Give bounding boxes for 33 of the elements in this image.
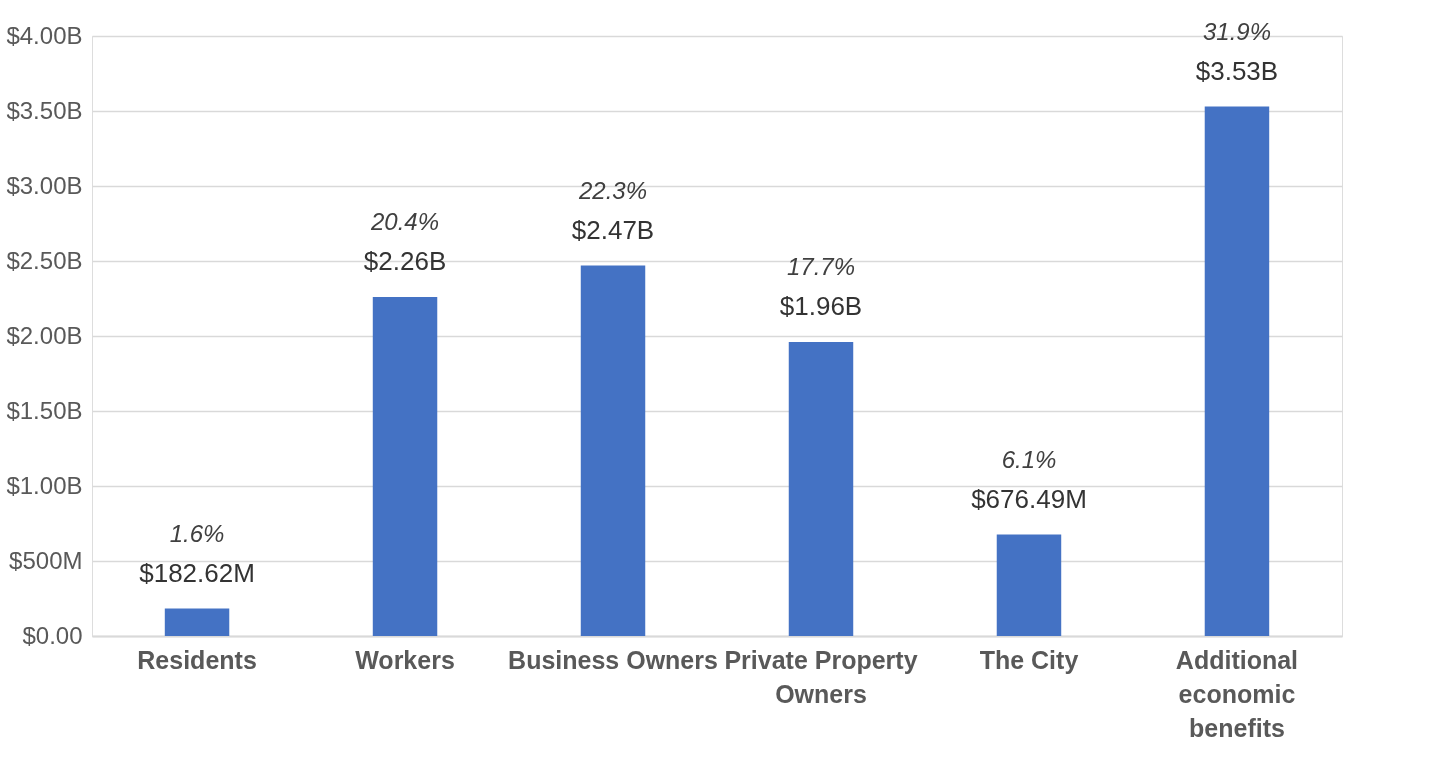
y-tick-label: $3.50B [6, 96, 83, 124]
y-tick-label: $1.00B [6, 471, 83, 499]
x-tick-label: Private Property Owners [724, 645, 918, 708]
annotation: 31.9% [1202, 17, 1271, 45]
y-tick-label: $500M [9, 546, 83, 574]
x-tick-label: The City [979, 645, 1079, 674]
bar [996, 534, 1062, 636]
x-tick-label: Residents [137, 645, 257, 674]
bar [1204, 106, 1270, 636]
bar [580, 265, 646, 636]
y-tick-label: $2.00B [6, 321, 83, 349]
data-label: $2.26B [363, 246, 447, 276]
data-label: $3.53B [1195, 55, 1279, 86]
x-tick-label: Additional economic benefits [1175, 645, 1299, 742]
data-label: $676.49M [971, 483, 1087, 514]
annotation: 17.7% [786, 253, 856, 280]
y-tick-label: $2.50B [6, 246, 83, 274]
data-label: $1.96B [779, 291, 863, 321]
annotation: 22.3% [577, 176, 648, 204]
bar [372, 297, 438, 636]
bar [788, 342, 854, 636]
x-tick-label: Business Owners [508, 645, 718, 674]
y-tick-label: $3.00B [6, 171, 83, 199]
data-label: $2.47B [571, 214, 655, 245]
y-tick-label: $0.00 [22, 621, 83, 649]
x-tick-label: Workers [355, 645, 455, 674]
y-tick-label: $1.50B [6, 396, 83, 424]
data-label: $182.62M [139, 557, 255, 588]
annotation: 20.4% [369, 208, 440, 235]
annotation: 6.1% [1001, 445, 1057, 473]
annotation: 1.6% [169, 519, 225, 547]
y-tick-label: $4.00B [6, 21, 83, 49]
bar [164, 608, 230, 636]
